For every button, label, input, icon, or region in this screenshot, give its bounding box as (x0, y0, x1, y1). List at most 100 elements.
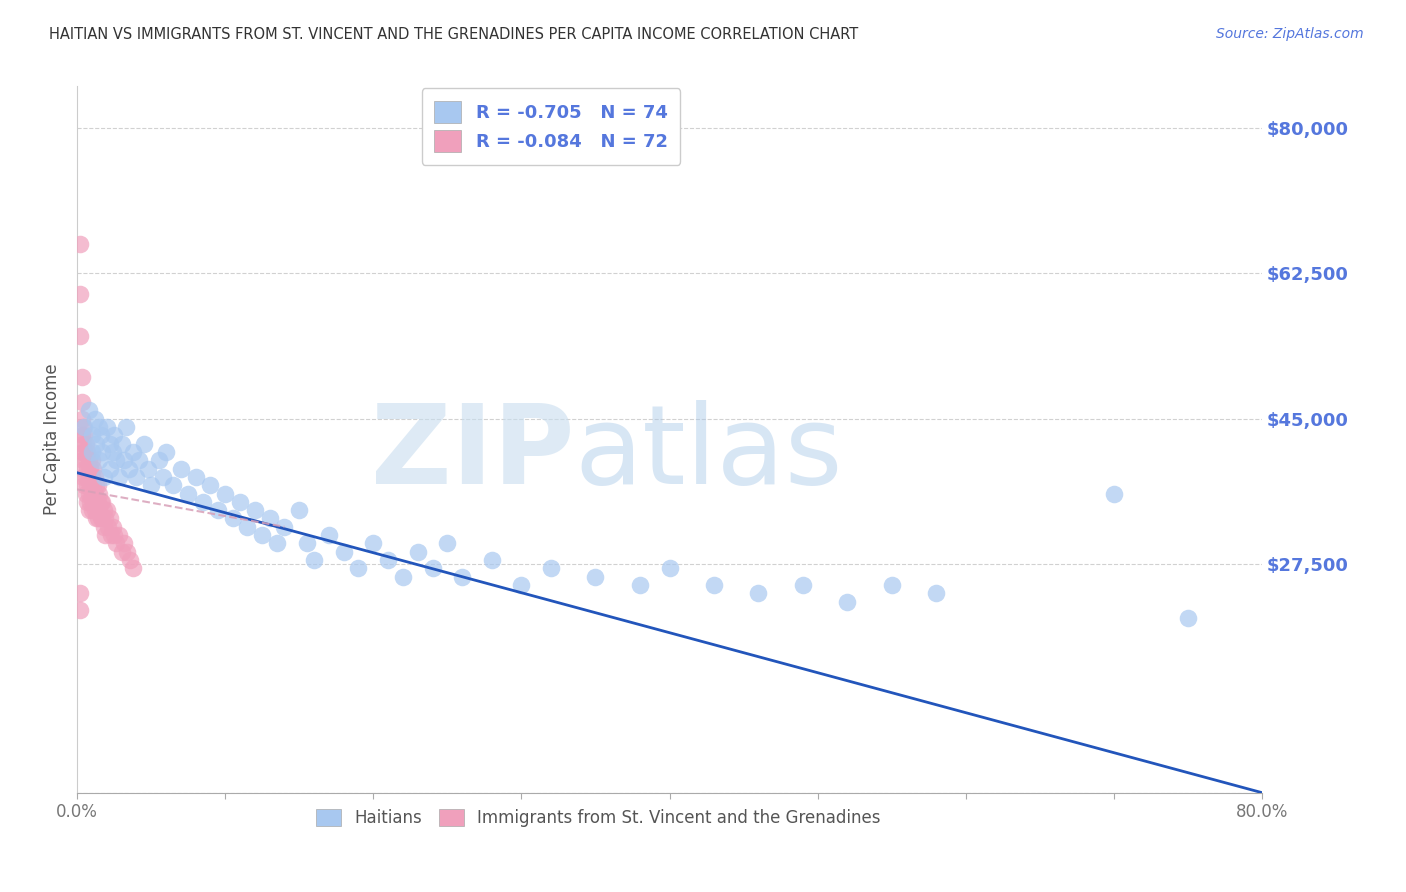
Point (91, 445, 114, 459)
Point (86, 478, 108, 492)
Point (747, 586, 769, 600)
Point (104, 453, 127, 467)
Point (80, 486, 103, 500)
Point (125, 470, 148, 484)
Point (86, 436, 108, 450)
Point (422, 561, 444, 575)
Point (77, 470, 100, 484)
Point (136, 461, 159, 475)
Point (82, 461, 104, 475)
Point (170, 461, 193, 475)
Point (80, 453, 103, 467)
Point (87, 478, 110, 492)
Point (73, 420, 96, 434)
Point (132, 436, 155, 450)
Point (79, 461, 101, 475)
Point (90, 428, 112, 442)
Point (77, 403, 100, 417)
Text: HAITIAN VS IMMIGRANTS FROM ST. VINCENT AND THE GRENADINES PER CAPITA INCOME CORR: HAITIAN VS IMMIGRANTS FROM ST. VINCENT A… (49, 27, 859, 42)
Point (101, 520, 124, 534)
Point (177, 486, 200, 500)
Point (128, 453, 150, 467)
Point (347, 561, 370, 575)
Point (406, 544, 429, 558)
Point (73, 445, 96, 459)
Point (114, 453, 136, 467)
Point (91, 511, 114, 525)
Point (540, 561, 562, 575)
Point (118, 461, 141, 475)
Point (75, 470, 97, 484)
Point (703, 578, 725, 592)
Point (925, 586, 948, 600)
Point (236, 520, 259, 534)
Point (69, 328, 91, 343)
Point (76, 461, 98, 475)
Point (83, 411, 105, 425)
Text: atlas: atlas (575, 401, 844, 508)
Point (214, 486, 236, 500)
Point (110, 544, 132, 558)
Point (510, 578, 533, 592)
Point (87, 511, 110, 525)
Point (377, 553, 399, 567)
Point (90, 495, 112, 509)
Point (392, 569, 415, 583)
Point (658, 561, 681, 575)
Point (76, 478, 98, 492)
Point (451, 569, 474, 583)
Point (89, 486, 111, 500)
Point (98, 436, 121, 450)
Point (880, 578, 903, 592)
Point (69, 237, 91, 252)
Point (98, 511, 121, 525)
Point (141, 478, 163, 492)
Point (103, 428, 125, 442)
Point (837, 594, 859, 608)
Point (83, 470, 105, 484)
Point (1102, 486, 1125, 500)
Point (80, 428, 103, 442)
Point (70, 445, 93, 459)
Point (83, 486, 105, 500)
Point (80, 445, 103, 459)
Point (69, 603, 91, 617)
Point (89, 420, 111, 434)
Point (436, 536, 458, 550)
Point (302, 553, 325, 567)
Point (72, 453, 94, 467)
Point (184, 470, 207, 484)
Point (86, 511, 108, 525)
Point (98, 461, 121, 475)
Point (70, 395, 93, 409)
Point (70, 428, 93, 442)
Point (73, 461, 96, 475)
Point (318, 528, 340, 542)
Point (243, 503, 266, 517)
Point (266, 536, 288, 550)
Point (72, 436, 94, 450)
Point (221, 511, 243, 525)
Point (80, 503, 103, 517)
Point (288, 503, 311, 517)
Text: ZIP: ZIP (371, 401, 575, 508)
Point (207, 503, 229, 517)
Point (94, 511, 117, 525)
Point (77, 453, 100, 467)
Point (229, 495, 252, 509)
Point (332, 544, 354, 558)
Point (252, 528, 274, 542)
Point (107, 528, 129, 542)
Point (75, 486, 97, 500)
Point (75, 436, 97, 450)
Point (93, 470, 115, 484)
Point (100, 528, 122, 542)
Point (75, 453, 97, 467)
Point (122, 445, 145, 459)
Point (792, 578, 814, 592)
Point (96, 420, 118, 434)
Text: Source: ZipAtlas.com: Source: ZipAtlas.com (1216, 27, 1364, 41)
Point (110, 436, 132, 450)
Point (114, 536, 136, 550)
Point (481, 553, 503, 567)
